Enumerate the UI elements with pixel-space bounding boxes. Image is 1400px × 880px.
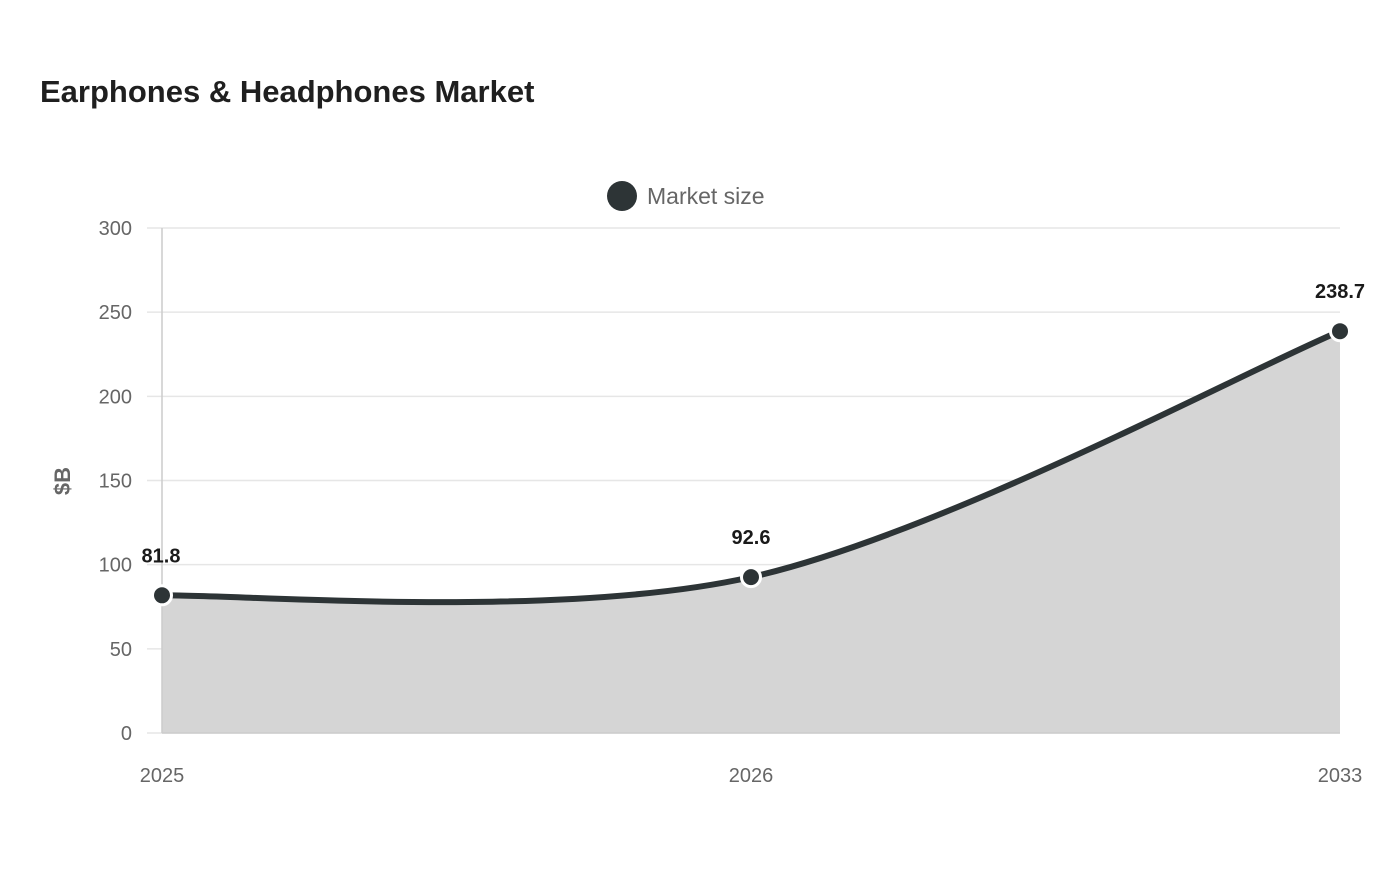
y-tick-label: 50 bbox=[110, 639, 132, 661]
y-tick-label: 200 bbox=[99, 386, 132, 408]
y-tick-label: 150 bbox=[99, 471, 132, 493]
area-layer bbox=[162, 331, 1340, 733]
data-label: 81.8 bbox=[142, 545, 181, 567]
x-tick-label: 2033 bbox=[1318, 765, 1363, 787]
y-tick-label: 0 bbox=[121, 723, 132, 745]
y-tick-label: 250 bbox=[99, 302, 132, 324]
data-point-2026 bbox=[740, 566, 762, 589]
data-point-2033 bbox=[1329, 320, 1351, 343]
y-tick-label: 100 bbox=[99, 555, 132, 577]
legend-swatch bbox=[607, 181, 637, 211]
y-axis-title: $B bbox=[50, 467, 75, 495]
x-tick-label: 2026 bbox=[729, 765, 774, 787]
data-label: 92.6 bbox=[732, 527, 771, 549]
chart-title: Earphones & Headphones Market bbox=[40, 74, 535, 109]
data-label: 238.7 bbox=[1315, 281, 1365, 303]
legend-label: Market size bbox=[647, 183, 765, 209]
series-area bbox=[162, 331, 1340, 733]
x-tick-label: 2025 bbox=[140, 765, 185, 787]
y-tick-label: 300 bbox=[99, 218, 132, 240]
data-point-2025 bbox=[151, 584, 173, 607]
legend: Market size bbox=[607, 181, 765, 211]
data-labels: 81.8 92.6 238.7 bbox=[142, 281, 1366, 567]
markers bbox=[151, 320, 1351, 607]
axes: 0 50 100 150 200 250 300 2025 2026 2033 bbox=[99, 218, 1363, 787]
